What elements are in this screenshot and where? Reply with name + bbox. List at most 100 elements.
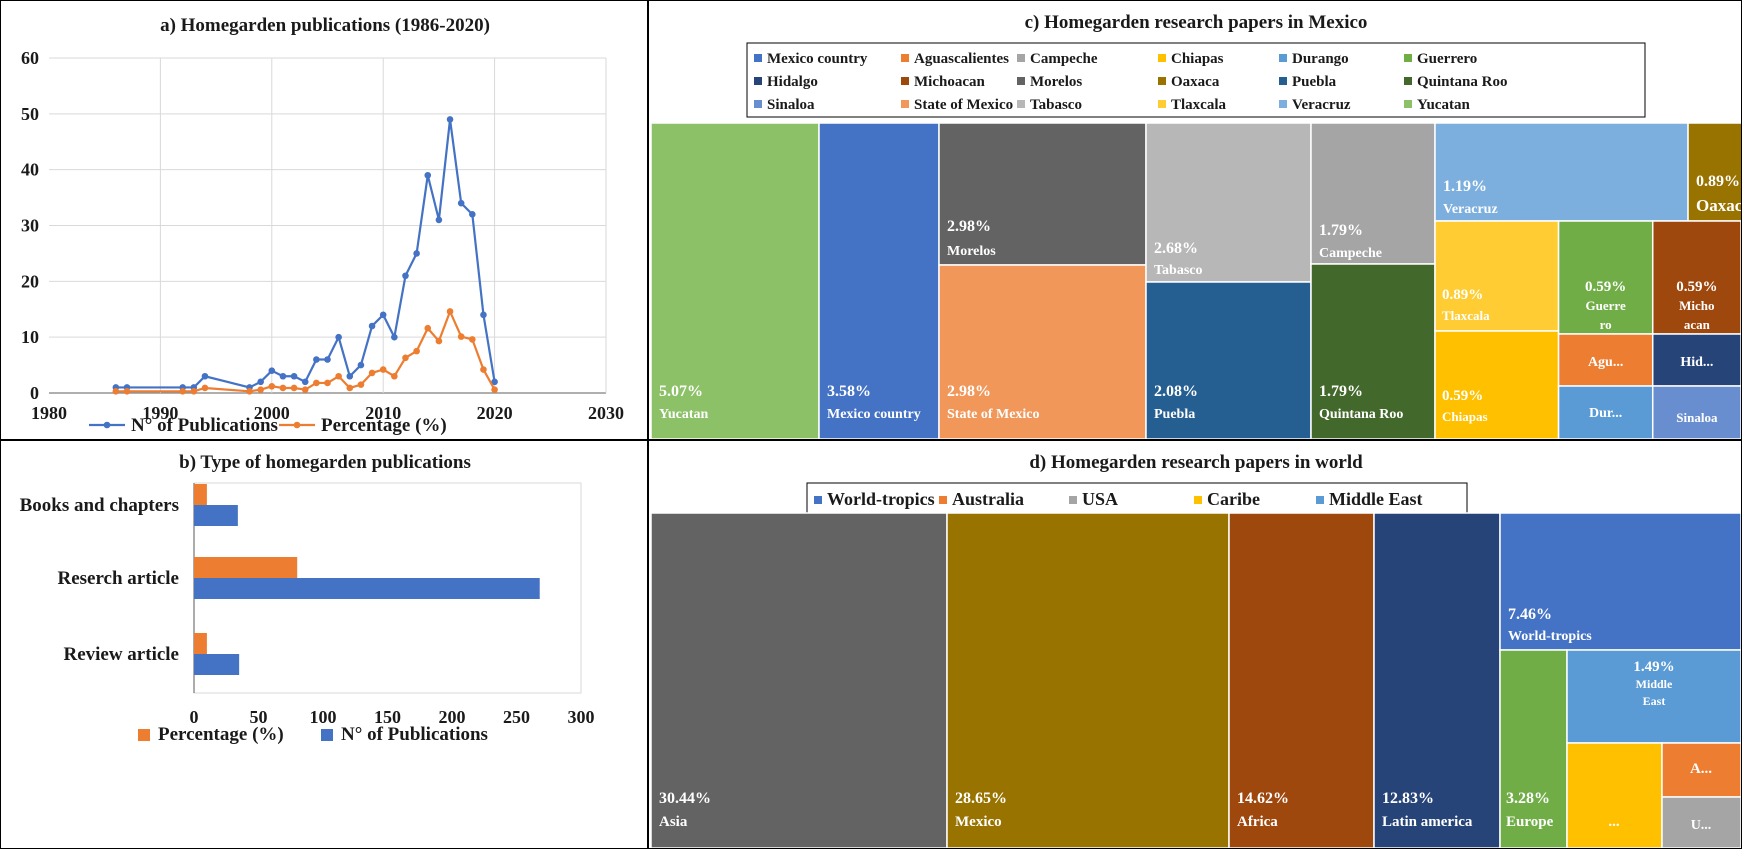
y-tick-label: 30: [21, 216, 39, 236]
x-tick-label: 150: [374, 707, 401, 727]
cell-label: 0.89%: [1696, 173, 1740, 190]
bar-publications: [194, 505, 238, 526]
legend-swatch: [754, 100, 762, 108]
legend-label: Middle East: [1329, 489, 1423, 509]
legend-swatch: [1279, 100, 1287, 108]
x-tick-label: 2000: [254, 403, 290, 423]
legend-swatch: [1017, 54, 1025, 62]
y-tick-label: 40: [21, 160, 39, 180]
x-tick-label: 50: [250, 707, 268, 727]
data-point: [435, 216, 443, 224]
treemap-cell-guerrero: [1557, 220, 1654, 335]
y-tick-label: 20: [21, 271, 39, 291]
publication-types-bar-chart: b) Type of homegarden publications 0 50 10…: [20, 452, 595, 745]
legend-swatch: [901, 77, 909, 85]
treemap-cell-asia: [650, 512, 948, 848]
legend-swatch: [1017, 77, 1025, 85]
legend-label: Quintana Roo: [1417, 74, 1507, 90]
cell-label: 3.28%: [1506, 790, 1550, 807]
publications-line-chart: a) Homegarden publications (1986-2020) 0…: [21, 15, 624, 436]
data-point: [446, 116, 454, 123]
cell-label: Mexico: [955, 814, 1002, 830]
cell-label: Agu...: [1588, 355, 1623, 370]
data-point: [413, 250, 420, 257]
panel-b-bar-chart: b) Type of homegarden publications 0 50 10…: [0, 440, 648, 849]
data-point: [435, 337, 443, 345]
data-point: [257, 378, 264, 386]
data-point: [112, 388, 120, 395]
cell-label: Micho: [1679, 298, 1714, 313]
legend-label: Hidalgo: [767, 74, 818, 90]
chart-title: a) Homegarden publications (1986-2020): [160, 15, 490, 36]
cell-label: Quintana Roo: [1319, 407, 1403, 422]
category-label: Reserch article: [57, 568, 179, 589]
legend-label: Durango: [1292, 51, 1349, 67]
legend-marker: [103, 421, 111, 429]
legend-label: Tlaxcala: [1171, 97, 1226, 113]
legend-swatch: [138, 729, 150, 741]
x-tick-label: 300: [568, 707, 595, 727]
bar-publications: [194, 654, 240, 675]
legend-swatch: [1194, 496, 1202, 504]
data-point: [368, 322, 376, 330]
treemap-cell-campeche: [1310, 122, 1436, 265]
data-point: [268, 383, 276, 390]
cell-label: Yucatan: [659, 407, 708, 422]
data-point: [324, 356, 331, 363]
cell-label: East: [1643, 694, 1666, 708]
cell-label: Campeche: [1319, 246, 1382, 261]
legend-swatch: [901, 100, 909, 108]
data-point: [279, 372, 287, 380]
x-tick-label: 2020: [477, 403, 513, 423]
data-point: [424, 324, 432, 332]
data-point: [413, 347, 420, 355]
cell-label: U...: [1691, 818, 1712, 833]
treemap-cell-tlaxcala: [1434, 220, 1560, 332]
data-point: [290, 372, 298, 380]
y-tick-label: 10: [21, 327, 39, 347]
category-label: Books and chapters: [20, 495, 179, 516]
bar-percentage: [194, 484, 207, 505]
data-point: [480, 366, 487, 373]
legend-label: Tabasco: [1030, 97, 1082, 113]
cell-label: Morelos: [947, 244, 996, 259]
data-point: [201, 372, 209, 380]
y-tick-label: 50: [21, 104, 39, 124]
data-point: [324, 379, 331, 387]
data-point: [346, 372, 354, 380]
treemap-cell-australia: [1661, 742, 1741, 798]
cell-label: 30.44%: [659, 790, 711, 807]
panel-d-treemap: d) Homegarden research papers in world W…: [648, 440, 1742, 849]
legend-label: N° of Publications: [131, 415, 278, 436]
data-point: [290, 384, 298, 392]
legend-label: Yucatan: [1417, 97, 1470, 113]
cell-label: 1.79%: [1319, 222, 1363, 239]
category-label: Review article: [63, 644, 179, 665]
cell-label: Puebla: [1154, 407, 1195, 422]
legend-swatch: [1158, 54, 1166, 62]
cell-label: 0.59%: [1442, 388, 1483, 404]
legend-label: Michoacan: [914, 74, 985, 90]
legend-marker: [293, 421, 301, 429]
cell-label: A...: [1690, 761, 1712, 777]
data-point: [368, 369, 376, 377]
panel-c-treemap: c) Homegarden research papers in Mexico …: [648, 0, 1742, 440]
cell-label: 2.08%: [1154, 383, 1198, 400]
treemap-cell-state-of-mexico: [938, 264, 1147, 439]
treemap-cell-morelos: [938, 122, 1147, 266]
treemap-cell-veracruz: [1434, 122, 1689, 222]
data-point: [391, 372, 398, 380]
treemap-cell-latin-america: [1373, 512, 1501, 848]
data-point: [402, 354, 409, 362]
cell-label: 5.07%: [659, 383, 703, 400]
treemap-cell-mexico: [946, 512, 1230, 848]
cell-label: 2.98%: [947, 383, 991, 400]
legend-label: Percentage (%): [158, 724, 284, 745]
legend-label: N° of Publications: [341, 724, 488, 745]
treemap-cell-sinaloa: [1651, 385, 1741, 439]
data-point: [357, 361, 365, 369]
data-point: [480, 311, 487, 319]
x-tick-label: 1980: [31, 403, 67, 423]
legend-swatch: [901, 54, 909, 62]
legend-label: Chiapas: [1171, 51, 1224, 67]
